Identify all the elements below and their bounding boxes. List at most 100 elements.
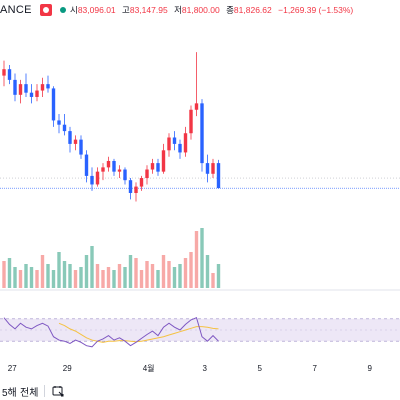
volume-bar xyxy=(112,270,116,288)
rsi-ma-line xyxy=(58,322,219,343)
change-value: −1,269.39 (−1.53%) xyxy=(278,5,354,15)
candle-body xyxy=(205,163,210,174)
candle-body xyxy=(161,150,166,172)
candle-body xyxy=(172,137,177,144)
chart-canvas[interactable]: 27294월357911 xyxy=(0,0,400,382)
toolbar-divider xyxy=(44,385,45,397)
volume-bar xyxy=(95,264,100,288)
time-axis-tick: 29 xyxy=(63,364,72,373)
candle-body xyxy=(29,92,34,97)
volume-bar xyxy=(200,228,204,288)
candle-body xyxy=(13,79,17,95)
close-value: 81,826.62 xyxy=(233,5,272,15)
candle-body xyxy=(106,160,111,168)
volume-bar xyxy=(172,267,177,288)
volume-bar xyxy=(211,273,215,288)
candle-body xyxy=(79,139,83,155)
volume-bar xyxy=(18,270,23,288)
market-status-icon xyxy=(60,7,66,13)
candle-body xyxy=(2,69,6,76)
candle-body xyxy=(84,154,89,176)
volume-bar xyxy=(128,255,133,288)
volume-bar xyxy=(178,264,182,288)
candle-body xyxy=(189,109,193,134)
candle-body xyxy=(156,163,160,172)
volume-bar xyxy=(106,267,111,288)
candle-body xyxy=(139,178,144,187)
time-axis-tick: 27 xyxy=(8,364,17,373)
candle-body xyxy=(167,137,171,151)
candle-body xyxy=(7,69,12,80)
volume-bar xyxy=(189,252,193,288)
candle-body xyxy=(112,160,116,172)
rsi-pane xyxy=(0,317,400,348)
candle-body xyxy=(51,88,56,121)
volume-bar xyxy=(183,258,188,288)
volume-series xyxy=(2,228,221,288)
time-axis: 27294월357911 xyxy=(8,363,373,373)
volume-bar xyxy=(40,255,45,288)
volume-bar xyxy=(35,270,39,288)
calendar-goto-icon[interactable] xyxy=(52,385,64,397)
candle-body xyxy=(150,163,155,170)
bottom-toolbar: 5해 전체 xyxy=(0,382,400,400)
flag-icon[interactable] xyxy=(40,4,52,16)
volume-bar xyxy=(156,270,160,288)
ohlc-readout: 시83,096.01 고83,147.95 저81,800.00 종81,826… xyxy=(70,4,357,16)
volume-bar xyxy=(145,261,149,288)
symbol-exchange-label[interactable]: ANCE xyxy=(0,4,32,16)
candle-body xyxy=(123,169,127,181)
volume-bar xyxy=(101,270,105,288)
volume-bar xyxy=(84,255,89,288)
volume-bar xyxy=(216,264,221,288)
low-value: 81,800.00 xyxy=(181,5,220,15)
volume-bar xyxy=(117,264,122,288)
volume-bar xyxy=(161,255,166,288)
volume-bar xyxy=(68,264,72,288)
volume-bar xyxy=(24,264,28,288)
volume-bar xyxy=(62,261,67,288)
volume-bar xyxy=(194,231,199,288)
volume-bar xyxy=(2,261,6,288)
candle-body xyxy=(62,124,67,132)
candle-body xyxy=(35,90,39,97)
volume-bar xyxy=(123,267,127,288)
time-axis-tick: 3 xyxy=(203,364,208,373)
volume-bar xyxy=(7,258,12,288)
candle-series xyxy=(2,52,221,202)
volume-bar xyxy=(79,267,83,288)
volume-bar xyxy=(51,270,56,288)
volume-bar xyxy=(150,264,155,288)
candle-body xyxy=(117,169,122,172)
candle-body xyxy=(183,133,188,153)
open-key: 시 xyxy=(70,5,78,15)
volume-bar xyxy=(57,252,61,288)
candle-body xyxy=(57,120,61,125)
close-key: 종 xyxy=(226,5,234,15)
candle-body xyxy=(24,84,28,93)
candle-body xyxy=(178,143,182,153)
time-axis-tick: 9 xyxy=(368,364,373,373)
volume-bar xyxy=(139,270,144,288)
candle-body xyxy=(95,171,100,185)
candle-body xyxy=(101,167,105,172)
candle-body xyxy=(68,131,72,144)
symbol-header: ANCE 시83,096.01 고83,147.95 저81,800.00 종8… xyxy=(0,0,400,22)
candle-body xyxy=(73,139,78,144)
rsi-line xyxy=(3,317,219,348)
volume-bar xyxy=(134,258,138,288)
candle-body xyxy=(216,163,221,189)
high-value: 83,147.95 xyxy=(129,5,168,15)
volume-bar xyxy=(167,261,171,288)
time-axis-tick: 7 xyxy=(313,364,318,373)
candle-body xyxy=(211,163,215,174)
range-button-all[interactable]: 전체 xyxy=(20,388,39,399)
time-axis-tick: 4월 xyxy=(143,363,155,373)
range-button-5y[interactable]: 5해 xyxy=(2,388,17,399)
candle-body xyxy=(18,84,23,95)
volume-bar xyxy=(13,267,17,288)
low-key: 저 xyxy=(174,5,182,15)
volume-bar xyxy=(90,246,94,288)
candle-body xyxy=(200,103,204,164)
candle-body xyxy=(46,84,50,89)
